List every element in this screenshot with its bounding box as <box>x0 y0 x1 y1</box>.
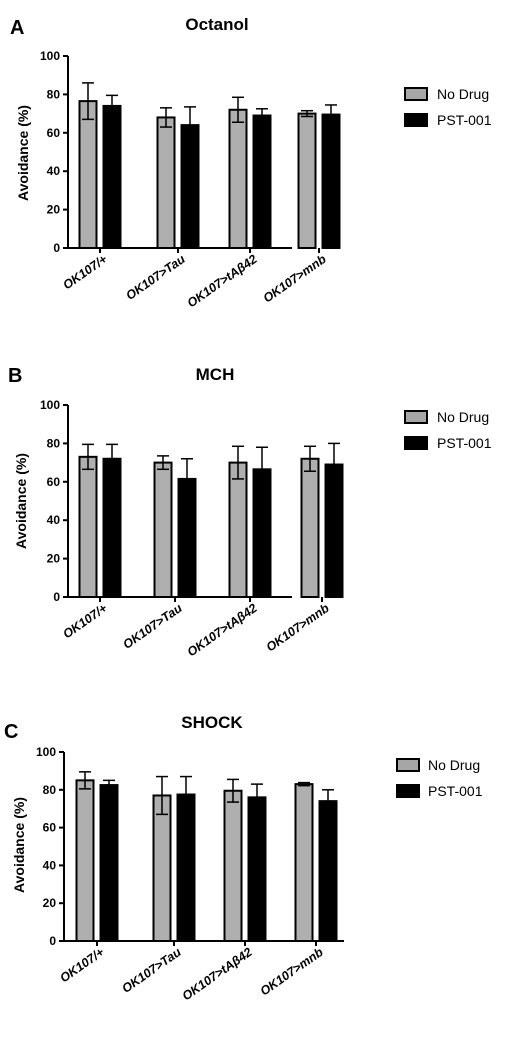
bar-pst-001 <box>321 113 341 249</box>
x-tick-label: OK107>tAβ42 <box>185 252 260 310</box>
bar-no-drug <box>223 789 243 942</box>
bars <box>78 442 344 599</box>
y-tick-label: 40 <box>47 513 61 527</box>
bar-no-drug <box>228 461 248 598</box>
bar-pst-001 <box>180 124 200 249</box>
bars <box>75 771 338 943</box>
bar-no-drug <box>294 783 314 942</box>
legend-swatch-no-drug <box>404 410 428 424</box>
legend-label: PST-001 <box>437 435 492 451</box>
chart-title: MCH <box>196 365 235 384</box>
bar-pst-001 <box>99 784 119 943</box>
x-tick-label: OK107>tAβ42 <box>185 601 260 659</box>
bar-no-drug <box>152 794 172 942</box>
y-axis-label: Avoidance (%) <box>13 453 29 549</box>
x-tick-label: OK107>Tau <box>119 945 184 996</box>
y-tick-label: 40 <box>47 164 61 178</box>
chart-panel-c: C SHOCK Avoidance (%) 0 20 40 60 80 100 OK107… <box>4 713 483 1003</box>
legend-label: PST-001 <box>437 112 492 128</box>
x-tick-label: OK107>Tau <box>123 252 188 303</box>
x-tick-label: OK107/+ <box>60 252 110 293</box>
bar-no-drug <box>156 116 176 249</box>
bar-pst-001 <box>177 477 197 599</box>
y-tick-label: 80 <box>47 87 61 101</box>
y-tick-label: 20 <box>47 203 61 217</box>
x-tick-label: OK107>mnb <box>261 252 329 306</box>
legend-swatch-pst-001 <box>396 784 420 798</box>
legend-label: PST-001 <box>428 783 483 799</box>
legend: No Drug PST-001 <box>396 757 483 799</box>
bar-no-drug <box>78 455 98 598</box>
legend-label: No Drug <box>428 757 480 773</box>
y-tick-label: 80 <box>43 783 57 797</box>
y-tick-label: 40 <box>43 858 57 872</box>
y-tick-label: 100 <box>40 49 60 63</box>
y-tick-label: 20 <box>43 896 57 910</box>
bar-pst-001 <box>102 104 122 249</box>
legend-swatch-pst-001 <box>404 436 428 450</box>
y-tick-label: 0 <box>49 934 56 948</box>
x-tick-label: OK107/+ <box>60 601 110 642</box>
legend-swatch-pst-001 <box>404 113 428 127</box>
panel-letter: A <box>10 17 24 39</box>
legend: No Drug PST-001 <box>404 86 492 128</box>
bar-pst-001 <box>252 114 272 249</box>
bar-no-drug <box>75 779 95 942</box>
y-tick-label: 60 <box>47 126 61 140</box>
y-axis-label: Avoidance (%) <box>11 797 27 893</box>
chart-title: Octanol <box>185 15 248 34</box>
y-tick-label: 80 <box>47 436 61 450</box>
y-tick-label: 100 <box>40 398 60 412</box>
bars <box>78 82 341 250</box>
bar-pst-001 <box>176 793 196 943</box>
bar-no-drug <box>297 112 317 249</box>
chart-panel-a: A Octanol Avoidance (%) 0 20 40 60 80 100 OK1… <box>10 15 492 310</box>
y-tick-label: 0 <box>53 590 60 604</box>
y-tick-label: 60 <box>47 475 61 489</box>
legend-label: No Drug <box>437 86 489 102</box>
y-tick-label: 0 <box>53 241 60 255</box>
x-tick-label: OK107>mnb <box>258 945 326 999</box>
y-tick-label: 100 <box>36 745 56 759</box>
legend: No Drug PST-001 <box>404 409 492 451</box>
legend-label: No Drug <box>437 409 489 425</box>
x-tick-label: OK107>tAβ42 <box>180 945 255 1003</box>
x-tick-label: OK107>Tau <box>120 601 185 652</box>
legend-swatch-no-drug <box>396 758 420 772</box>
legend-swatch-no-drug <box>404 87 428 101</box>
x-tick-label: OK107/+ <box>57 945 107 986</box>
bar-pst-001 <box>102 457 122 599</box>
bar-pst-001 <box>247 796 267 942</box>
y-tick-label: 60 <box>43 821 57 835</box>
panel-letter: B <box>8 365 22 387</box>
bar-no-drug <box>300 457 320 599</box>
bar-no-drug <box>78 100 98 250</box>
bar-pst-001 <box>324 463 344 598</box>
bar-pst-001 <box>252 468 272 599</box>
y-axis-label: Avoidance (%) <box>15 105 31 201</box>
x-tick-label: OK107>mnb <box>264 601 332 655</box>
chart-panel-b: B MCH Avoidance (%) 0 20 40 60 80 100 OK107/+… <box>8 365 492 659</box>
chart-title: SHOCK <box>181 713 243 732</box>
bar-pst-001 <box>318 800 338 943</box>
panel-letter: C <box>4 721 18 743</box>
bar-no-drug <box>153 461 173 598</box>
y-tick-label: 20 <box>47 552 61 566</box>
bar-no-drug <box>228 108 248 250</box>
